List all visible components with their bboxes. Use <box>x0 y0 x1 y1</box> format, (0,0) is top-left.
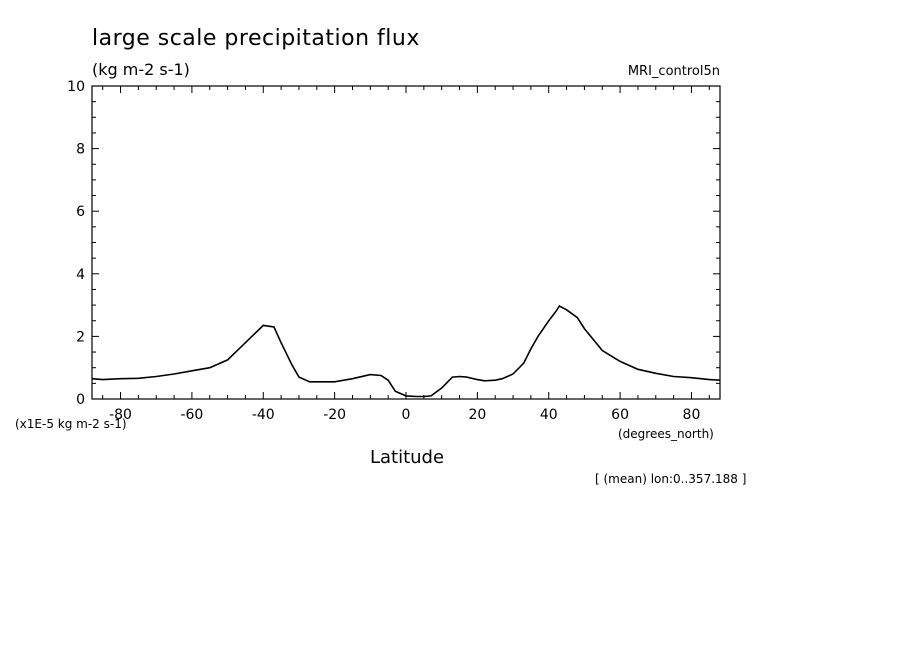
y-tick-label: 8 <box>76 142 85 158</box>
series-line <box>91 304 721 398</box>
x-axis-title: Latitude <box>370 447 444 468</box>
x-axis: -80 -60 -40 -20 0 20 40 60 80 <box>102 86 710 423</box>
y-tick-label: 4 <box>76 267 85 283</box>
x-tick-label: -20 <box>323 407 346 423</box>
x-tick-label: 0 <box>402 407 411 423</box>
x-tick-label: -80 <box>109 407 132 423</box>
scale-label: (x1E-5 kg m-2 s-1) <box>15 417 127 431</box>
x-tick-label: 40 <box>540 407 558 423</box>
x-tick-label: -40 <box>252 407 275 423</box>
y-tick-label: 10 <box>67 79 85 95</box>
units-label: (kg m-2 s-1) <box>92 60 190 79</box>
chart-title: large scale precipitation flux <box>92 26 420 51</box>
x-tick-label: 60 <box>611 407 629 423</box>
model-label: MRI_control5n <box>628 64 720 79</box>
y-axis: 0 2 4 6 8 10 <box>67 79 720 408</box>
plot-frame <box>91 85 721 400</box>
x-tick-label: -60 <box>180 407 203 423</box>
y-tick-label: 2 <box>76 329 85 345</box>
x-tick-label: 20 <box>468 407 486 423</box>
footnote: [ (mean) lon:0..357.188 ] <box>595 472 746 486</box>
y-tick-label: 6 <box>76 204 85 220</box>
xunits-label: (degrees_north) <box>618 427 714 441</box>
x-tick-label: 80 <box>683 407 701 423</box>
y-tick-label: 0 <box>76 392 85 408</box>
